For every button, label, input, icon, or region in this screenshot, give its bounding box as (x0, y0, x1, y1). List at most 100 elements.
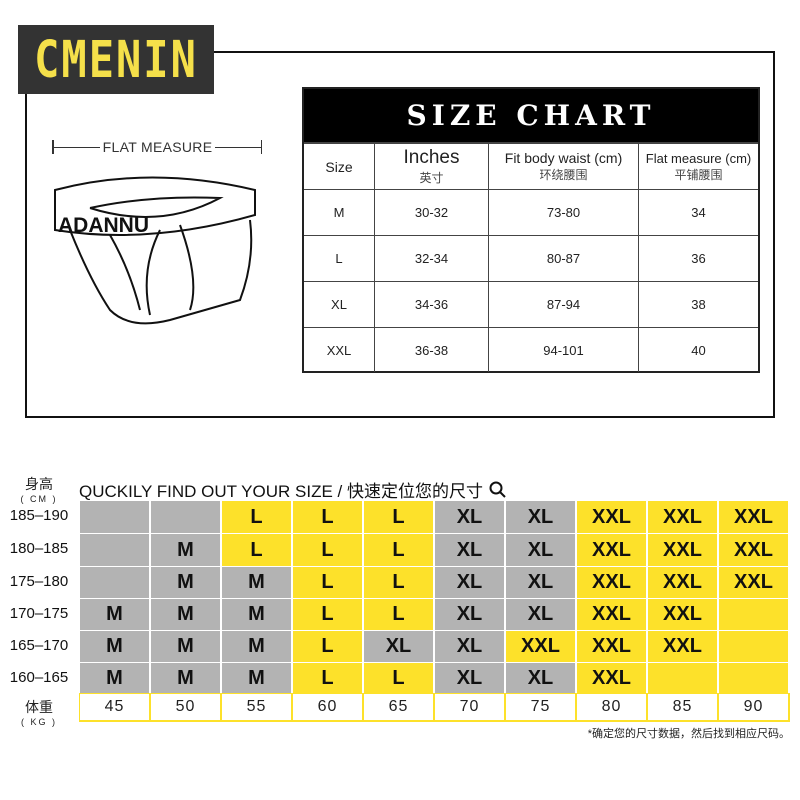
header-inches: Inches 英寸 (374, 144, 488, 189)
finder-note: *确定您的尺寸数据，然后找到相应尺码。 (587, 728, 790, 740)
size-chart-header-row: Size Inches 英寸 Fit body waist (cm) 环绕腰围 Fl… (304, 142, 758, 189)
size-cell: XL (435, 534, 504, 566)
size-cell: M (151, 631, 220, 662)
size-cell: M (151, 534, 220, 566)
weight-label: 体重 (25, 699, 53, 715)
size-cell: XXL (719, 534, 788, 566)
size-cell: L (293, 599, 362, 630)
size-cell: M (80, 599, 149, 630)
size-cell: XL (506, 501, 575, 533)
size-cell: L (222, 501, 291, 533)
size-cell: XXL (648, 501, 717, 533)
header-text: Inches (403, 147, 460, 168)
header-subtext: 英寸 (419, 171, 444, 185)
weight-label-cell: 75 (506, 694, 575, 720)
finder-title-text: QUCKILY FIND OUT YOUR SIZE / 快速定位您的尺寸 (79, 482, 483, 501)
magnifier-icon (489, 481, 506, 498)
finder-title: QUCKILY FIND OUT YOUR SIZE / 快速定位您的尺寸 (79, 477, 506, 502)
size-cell: XL (506, 567, 575, 598)
size-cell: XXL (719, 567, 788, 598)
size-cell: L (293, 534, 362, 566)
size-cell (80, 534, 149, 566)
size-cell: L (364, 663, 433, 693)
underwear-illustration: ADANNU (54, 176, 256, 325)
flat-measure-label: FLAT MEASURE (102, 139, 213, 155)
size-chart-cell: 87-94 (488, 282, 638, 327)
size-cell (719, 663, 788, 693)
size-cell: XXL (648, 567, 717, 598)
header-subtext: 平铺腰围 (674, 167, 723, 182)
height-range-label: 160–165 (9, 669, 69, 686)
size-cell (80, 567, 149, 598)
size-cell: L (293, 567, 362, 598)
weight-label-cell: 45 (80, 694, 149, 720)
size-cell: XL (506, 663, 575, 693)
size-cell (719, 599, 788, 630)
size-cell: L (364, 534, 433, 566)
header-text: Size (325, 158, 353, 175)
size-cell: XXL (719, 501, 788, 533)
height-range-label: 170–175 (9, 605, 69, 622)
size-cell: L (293, 501, 362, 533)
size-chart-cell: 30-32 (374, 190, 488, 235)
size-chart-cell: 38 (638, 282, 758, 327)
weight-label-cell: 80 (577, 694, 646, 720)
size-cell: XXL (577, 599, 646, 630)
header-size: Size (304, 144, 374, 189)
size-cell: XL (506, 534, 575, 566)
weight-label-cell: 50 (151, 694, 220, 720)
size-cell: XXL (648, 631, 717, 662)
size-cell: M (222, 663, 291, 693)
size-cell: XL (435, 631, 504, 662)
size-cell (648, 663, 717, 693)
size-chart-title: SIZE CHART (304, 89, 758, 142)
header-text: Flat measure (cm) (645, 150, 752, 166)
size-cell: M (222, 631, 291, 662)
size-cell: XXL (648, 599, 717, 630)
size-chart-cell: L (335, 251, 343, 266)
size-chart-cell: 34-36 (374, 282, 488, 327)
size-cell: XL (435, 501, 504, 533)
height-range-label: 180–185 (9, 540, 69, 557)
height-unit: ( CM ) (20, 494, 58, 504)
size-cell: M (151, 567, 220, 598)
header-subtext: 环绕腰围 (539, 168, 588, 182)
size-cell: L (222, 534, 291, 566)
weight-label-cell: 65 (364, 694, 433, 720)
size-cell: L (364, 501, 433, 533)
size-cell: XL (364, 631, 433, 662)
flat-measure-indicator: FLAT MEASURE (52, 138, 263, 156)
size-chart-row: M 30-32 73-80 34 (304, 189, 758, 235)
size-chart-row: XXL 36-38 94-101 40 (304, 327, 758, 372)
size-cell: XXL (577, 534, 646, 566)
chart-frame (25, 52, 775, 418)
size-cell: M (151, 663, 220, 693)
size-chart-cell: M (333, 205, 345, 220)
size-chart-row: XL 34-36 87-94 38 (304, 281, 758, 327)
weight-label-cell: 70 (435, 694, 504, 720)
weight-label-cell: 55 (222, 694, 291, 720)
size-chart-cell: 36 (638, 236, 758, 281)
size-chart-cell: 36-38 (374, 328, 488, 372)
size-chart-row: L 32-34 80-87 36 (304, 235, 758, 281)
height-range-label: 175–180 (9, 573, 69, 590)
size-cell: L (293, 631, 362, 662)
size-cell: M (222, 599, 291, 630)
logo-text: CMENIN (34, 30, 198, 89)
size-cell: M (80, 663, 149, 693)
header-flat-measure: Flat measure (cm) 平铺腰围 (638, 144, 758, 189)
frame-top-line (213, 51, 775, 53)
size-cell: XXL (577, 501, 646, 533)
size-chart-cell: 94-101 (488, 328, 638, 372)
size-cell: L (364, 599, 433, 630)
size-chart-cell: 80-87 (488, 236, 638, 281)
size-chart-cell: 34 (638, 190, 758, 235)
header-text: Fit body waist (cm) (504, 150, 623, 166)
size-cell: L (293, 663, 362, 693)
weight-label-cell: 60 (293, 694, 362, 720)
weight-label-cell: 90 (719, 694, 788, 720)
size-chart-table: SIZE CHART Size Inches 英寸 Fit body waist … (302, 87, 760, 373)
size-chart-cell: 73-80 (488, 190, 638, 235)
size-cell (80, 501, 149, 533)
size-cell (151, 501, 220, 533)
